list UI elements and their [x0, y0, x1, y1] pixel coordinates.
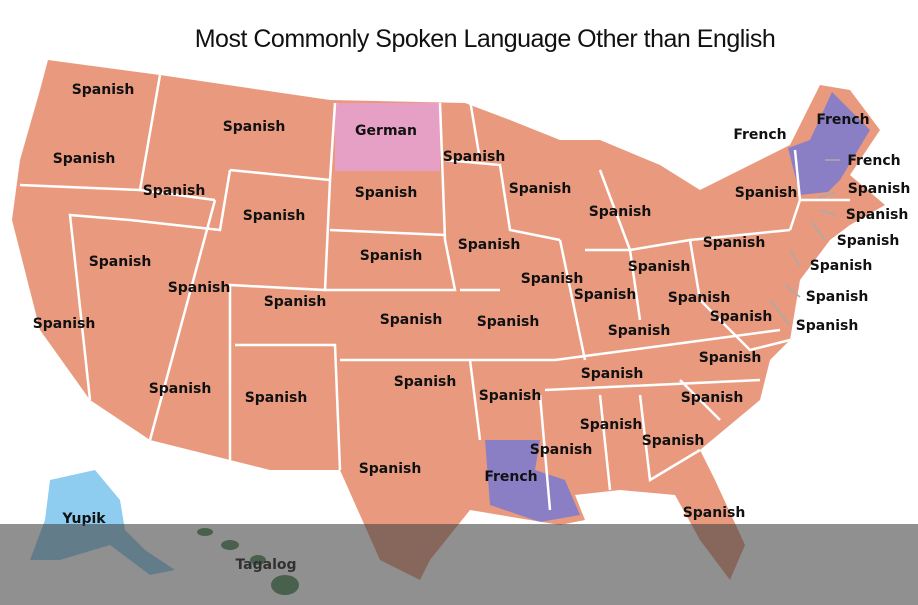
state-label: Spanish: [380, 312, 443, 328]
state-label: Spanish: [580, 417, 643, 433]
state-label: Spanish: [394, 374, 457, 390]
state-label: Spanish: [608, 323, 671, 339]
state-label: Spanish: [72, 82, 135, 98]
state-label: Spanish: [574, 287, 637, 303]
contiguous-us: [12, 60, 885, 580]
state-label: Spanish: [681, 390, 744, 406]
state-label: Spanish: [810, 258, 873, 274]
map-title: Most Commonly Spoken Language Other than…: [195, 25, 776, 53]
state-label: Spanish: [355, 185, 418, 201]
state-label: Spanish: [509, 181, 572, 197]
state-label: Spanish: [703, 235, 766, 251]
new-england-north: [788, 92, 870, 195]
state-label: Spanish: [243, 208, 306, 224]
state-label: Spanish: [89, 254, 152, 270]
state-label: French: [733, 127, 786, 143]
state-label: Spanish: [581, 366, 644, 382]
state-label: Spanish: [33, 316, 96, 332]
state-label: Spanish: [848, 181, 911, 197]
state-label: Spanish: [796, 318, 859, 334]
state-label: Spanish: [245, 390, 308, 406]
state-label: Spanish: [806, 289, 869, 305]
state-label: Spanish: [846, 207, 909, 223]
state-label: Spanish: [837, 233, 900, 249]
state-label: Spanish: [360, 248, 423, 264]
state-label: Spanish: [143, 183, 206, 199]
state-label: Spanish: [477, 314, 540, 330]
state-label: Spanish: [628, 259, 691, 275]
state-label: French: [847, 153, 900, 169]
state-label: Spanish: [589, 204, 652, 220]
state-label: Spanish: [642, 433, 705, 449]
state-label: Spanish: [710, 309, 773, 325]
state-label: French: [816, 112, 869, 128]
north-dakota: [335, 103, 440, 171]
state-label: French: [484, 469, 537, 485]
state-label: Spanish: [223, 119, 286, 135]
louisiana: [485, 440, 580, 522]
state-label: Spanish: [683, 505, 746, 521]
state-label: Spanish: [521, 271, 584, 287]
state-label: Spanish: [479, 388, 542, 404]
state-label: Spanish: [264, 294, 327, 310]
state-label: Spanish: [359, 461, 422, 477]
state-label: Spanish: [149, 381, 212, 397]
state-label: Spanish: [53, 151, 116, 167]
leader-lines: [769, 159, 840, 327]
state-label: Spanish: [168, 280, 231, 296]
state-label: Spanish: [443, 149, 506, 165]
state-label: Spanish: [458, 237, 521, 253]
state-label: Yupik: [61, 511, 106, 527]
state-label: Spanish: [735, 185, 798, 201]
caption-overlay: [0, 524, 918, 605]
state-label: Spanish: [668, 290, 731, 306]
state-label: Spanish: [699, 350, 762, 366]
state-label: Spanish: [530, 442, 593, 458]
state-label: German: [355, 123, 417, 139]
